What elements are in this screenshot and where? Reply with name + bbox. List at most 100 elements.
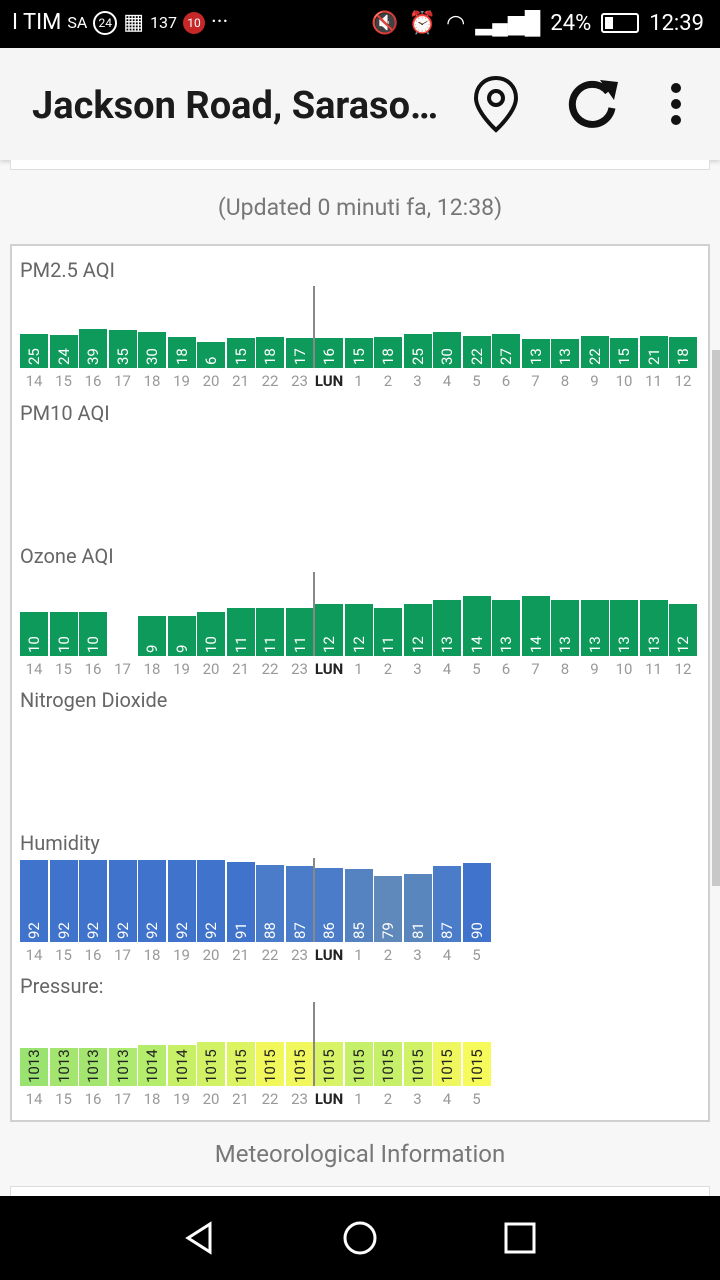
chart-bar	[580, 335, 609, 368]
tick-label: 23	[291, 946, 308, 964]
bar-value-label: 15	[615, 348, 633, 365]
scroll-content[interactable]: (Updated 0 minuti fa, 12:38) PM2.5 AQI 2…	[0, 160, 720, 1196]
app-bar: Jackson Road, Sarasota	[0, 48, 720, 160]
bar-value-label: 92	[54, 922, 73, 939]
chart-bar	[167, 616, 196, 656]
bar-value-label: 1014	[172, 1049, 191, 1083]
tick-label: 5	[472, 1090, 481, 1108]
current-time-marker	[313, 286, 315, 368]
tick-label: 4	[442, 1090, 452, 1108]
humidity-title: Humidity	[20, 831, 100, 855]
chart-bar	[20, 1048, 48, 1086]
tick-label: 11	[645, 660, 662, 678]
bar-value-label: 11	[261, 636, 279, 653]
bar-value-label: 1015	[261, 1049, 279, 1083]
bar-value-label: 10	[25, 636, 43, 653]
pressure-chart: 1013 1013 1013 1013 1014 1014 1015 1015 1015 1015…	[20, 1002, 700, 1114]
tick-label: 16	[84, 372, 102, 390]
bar-value-label: 90	[467, 922, 486, 939]
tick-label: 16	[84, 660, 102, 678]
tick-label: 12	[674, 660, 692, 678]
chart-bar	[138, 1045, 166, 1086]
home-icon[interactable]	[340, 1218, 380, 1258]
bar-value-label: 12	[408, 636, 427, 653]
tick-label: 16	[84, 1090, 102, 1108]
chart-bar	[256, 865, 284, 942]
chart-bar	[20, 612, 48, 656]
back-icon[interactable]	[180, 1218, 220, 1258]
chart-bar	[492, 600, 520, 656]
chart-bar	[79, 860, 107, 942]
bar-value-label: 12	[674, 636, 692, 653]
chart-bar	[285, 1042, 314, 1086]
mute-icon: 🔇	[371, 10, 399, 36]
bar-value-label: 1015	[408, 1049, 427, 1083]
more-vert-icon[interactable]	[644, 72, 708, 136]
bar-value-label: 13	[497, 636, 515, 653]
tick-label: 23	[291, 1090, 308, 1108]
ozone-chart: 10 10 10 9 9 10 11 11 11 12 12 11 12 13 14 13 14 13 13 13 13…	[20, 572, 700, 682]
bar-value-label: 86	[320, 922, 338, 939]
bar-value-label: 30	[438, 348, 456, 365]
tick-label: 15	[55, 660, 72, 678]
bar-value-label: 13	[556, 636, 574, 653]
tick-label: LUN	[314, 1090, 344, 1108]
tick-label: 7	[531, 372, 540, 390]
tick-label: 14	[25, 660, 43, 678]
tick-label: 4	[442, 372, 452, 390]
tick-label: 18	[143, 372, 161, 390]
tick-label: 12	[674, 372, 692, 390]
tick-label: 17	[114, 946, 131, 964]
bar-value-label: 81	[408, 922, 427, 939]
bar-value-label: 39	[84, 348, 102, 365]
recents-icon[interactable]	[500, 1218, 540, 1258]
chart-bar	[167, 337, 196, 368]
tick-label: 4	[442, 660, 452, 678]
bar-value-label: 13	[526, 348, 545, 365]
chart-bar	[315, 604, 343, 656]
map-pin-icon[interactable]	[464, 72, 528, 136]
chart-bar	[639, 336, 668, 368]
bar-value-label: 1013	[54, 1049, 73, 1083]
chart-bar	[315, 338, 343, 368]
chart-bar	[344, 868, 373, 942]
no2-title: Nitrogen Dioxide	[20, 688, 168, 712]
tick-label: 5	[472, 660, 481, 678]
bar-value-label: 92	[143, 922, 161, 939]
chart-bar	[669, 604, 697, 656]
chart-bar	[256, 608, 284, 656]
chart-bar	[374, 1042, 402, 1086]
bar-value-label: 9	[143, 644, 161, 653]
tick-label: 21	[232, 946, 249, 964]
ozone-title: Ozone AQI	[20, 544, 114, 568]
tick-label: 19	[173, 660, 190, 678]
humidity-chart: 92 92 92 92 92 92 92 91 88 87 86 85 79 81 87 90 14 15 16 17…	[20, 858, 700, 970]
chart-bar	[167, 1045, 196, 1086]
bar-value-label: 1015	[467, 1049, 486, 1083]
tick-label: 18	[143, 660, 161, 678]
clock: 12:39	[649, 10, 704, 36]
updated-timestamp: (Updated 0 minuti fa, 12:38)	[217, 194, 503, 221]
chart-bar	[49, 1048, 78, 1086]
tick-label: 5	[472, 946, 481, 964]
bar-value-label: 24	[54, 348, 73, 365]
bar-value-label: 6	[202, 356, 220, 365]
tick-label: 7	[531, 660, 540, 678]
tick-label: 17	[114, 660, 131, 678]
chart-bar	[462, 335, 491, 368]
bar-value-label: 14	[467, 636, 486, 653]
chart-bar	[403, 604, 432, 656]
scrollbar[interactable]	[712, 350, 720, 886]
bar-value-label: 1014	[143, 1049, 161, 1083]
bar-value-label: 11	[290, 636, 309, 653]
chart-bar	[374, 337, 402, 368]
refresh-icon[interactable]	[560, 72, 624, 136]
chart-bar	[580, 600, 609, 656]
navigation-bar	[0, 1196, 720, 1280]
tick-label: LUN	[314, 372, 344, 390]
chart-bar	[344, 338, 373, 368]
chart-bar	[669, 337, 697, 368]
bar-value-label: 30	[143, 348, 161, 365]
chart-bar	[226, 861, 255, 942]
chart-bar	[20, 860, 48, 942]
